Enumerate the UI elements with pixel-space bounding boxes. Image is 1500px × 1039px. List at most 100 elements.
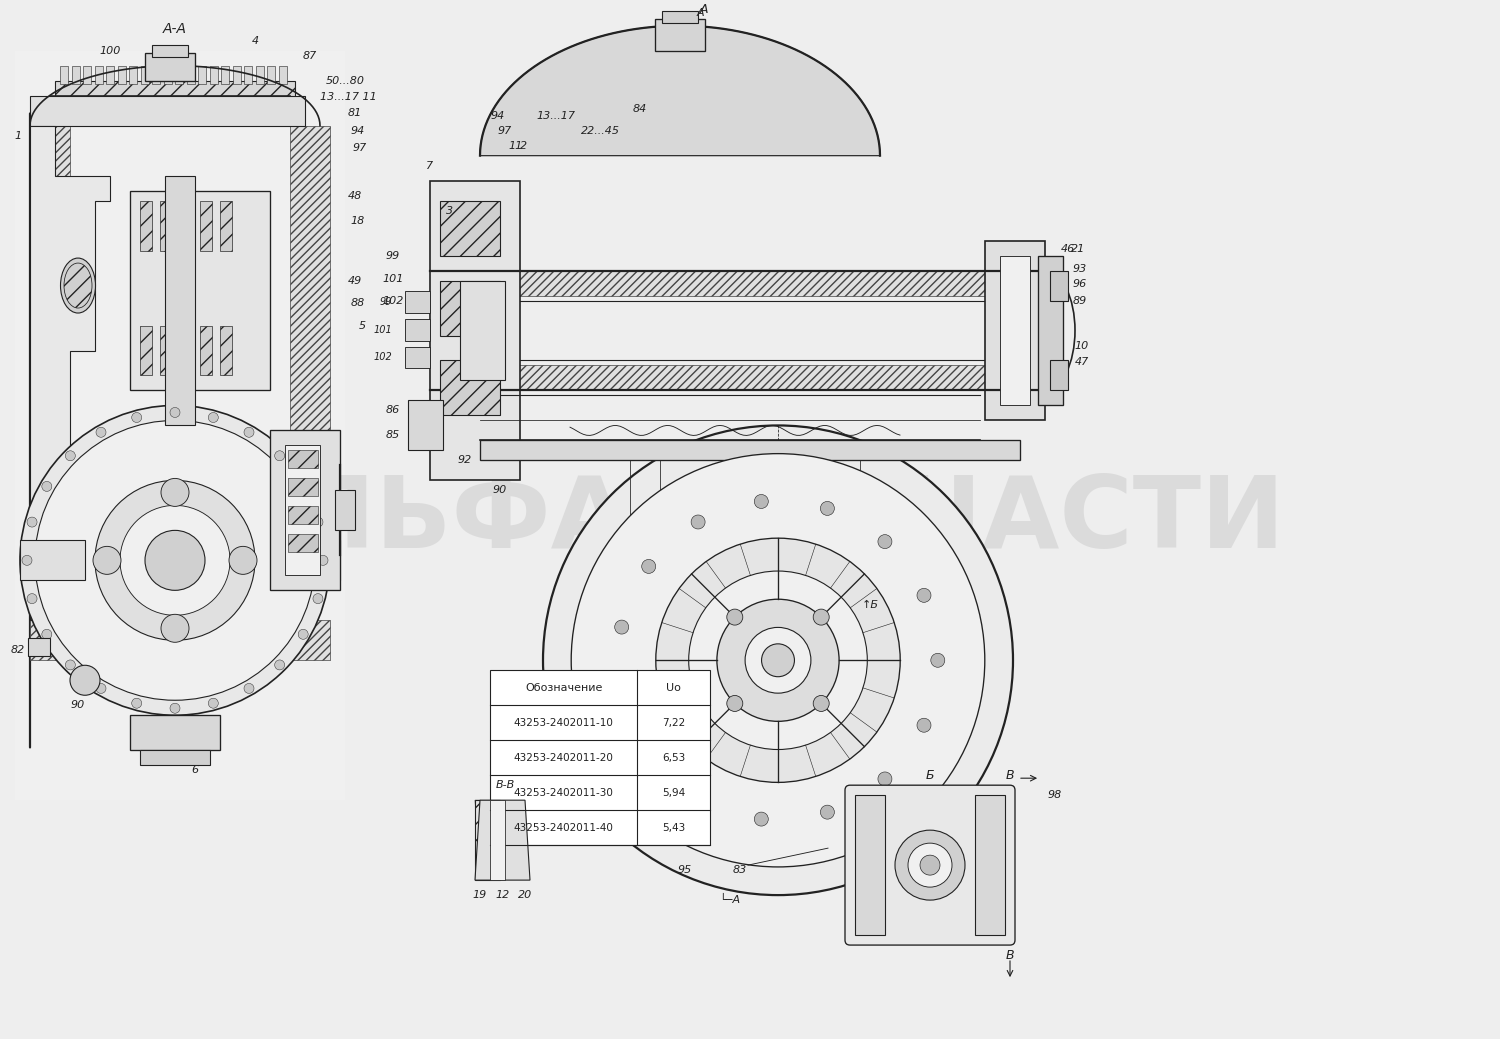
Text: 100: 100 [99, 46, 120, 56]
Bar [408, 400, 442, 451]
Circle shape [878, 772, 892, 785]
Bar [490, 800, 506, 880]
Circle shape [146, 530, 206, 590]
Polygon shape [30, 126, 70, 620]
Polygon shape [30, 126, 109, 620]
Polygon shape [990, 256, 1020, 311]
Text: 46: 46 [1060, 243, 1076, 254]
Bar [656, 19, 705, 51]
Bar [82, 65, 92, 84]
Circle shape [642, 559, 656, 574]
Bar [288, 534, 318, 553]
Bar [440, 201, 500, 256]
Text: Uo: Uo [666, 683, 681, 693]
Bar [440, 361, 500, 416]
Text: 4: 4 [252, 35, 258, 46]
Circle shape [132, 698, 141, 709]
Text: 101: 101 [374, 324, 392, 335]
Bar [129, 65, 136, 84]
Text: 6: 6 [192, 765, 198, 775]
FancyBboxPatch shape [844, 785, 1016, 945]
Circle shape [27, 593, 38, 604]
Bar [334, 490, 356, 530]
Circle shape [572, 454, 986, 867]
Bar [288, 451, 318, 469]
Circle shape [813, 609, 830, 625]
Circle shape [274, 451, 285, 460]
Bar [140, 750, 210, 765]
Text: 92: 92 [458, 455, 472, 465]
Text: А: А [700, 3, 708, 16]
Bar [220, 65, 230, 84]
Circle shape [692, 515, 705, 529]
Text: 43253-2402011-10: 43253-2402011-10 [514, 718, 613, 727]
Bar [176, 65, 183, 84]
Circle shape [34, 421, 315, 700]
Bar [106, 65, 114, 84]
Circle shape [170, 407, 180, 418]
Bar [165, 176, 195, 425]
Circle shape [160, 478, 189, 506]
Text: А-А: А-А [164, 22, 188, 35]
Text: 21: 21 [1071, 243, 1084, 254]
Text: 43253-2402011-30: 43253-2402011-30 [514, 788, 613, 798]
Bar [460, 281, 506, 380]
Bar [480, 441, 1020, 460]
Bar [288, 478, 318, 497]
Bar [130, 715, 220, 750]
Text: 20: 20 [518, 890, 532, 900]
Circle shape [813, 695, 830, 712]
Bar [1000, 256, 1030, 405]
Circle shape [746, 628, 812, 693]
Text: 1: 1 [15, 131, 21, 140]
Text: 86: 86 [386, 405, 400, 416]
Text: В-В: В-В [495, 780, 514, 791]
Bar [164, 65, 171, 84]
Bar [200, 325, 211, 375]
Bar [1050, 361, 1068, 391]
Circle shape [42, 481, 52, 491]
Text: 43253-2402011-40: 43253-2402011-40 [514, 823, 613, 832]
Text: 47: 47 [1076, 357, 1089, 368]
Text: Обозначение: Обозначение [525, 683, 603, 693]
Ellipse shape [60, 258, 96, 313]
Bar [72, 65, 80, 84]
Bar [140, 201, 152, 250]
Circle shape [932, 654, 945, 667]
Bar [56, 81, 296, 115]
Circle shape [692, 792, 705, 805]
Bar [279, 65, 286, 84]
Circle shape [298, 481, 307, 491]
Text: 49: 49 [348, 275, 361, 286]
Bar [200, 201, 211, 250]
Text: 18: 18 [351, 216, 364, 225]
Text: 94: 94 [490, 111, 506, 121]
Text: 50...80: 50...80 [326, 76, 364, 85]
Bar [117, 65, 126, 84]
Text: 94: 94 [351, 126, 364, 136]
Text: 19: 19 [472, 890, 488, 900]
Polygon shape [430, 270, 1050, 295]
Text: 93: 93 [1072, 264, 1088, 273]
Text: 88: 88 [351, 297, 364, 308]
Text: 3: 3 [447, 206, 453, 216]
Text: 5,43: 5,43 [662, 823, 686, 832]
Circle shape [878, 535, 892, 549]
Bar [490, 670, 710, 845]
Text: 11: 11 [509, 140, 524, 151]
Circle shape [728, 695, 742, 712]
Bar [270, 430, 340, 590]
Text: А: А [696, 7, 703, 18]
Bar [430, 181, 520, 480]
Bar [986, 241, 1046, 421]
Text: 43253-2402011-20: 43253-2402011-20 [514, 752, 613, 763]
Bar [220, 325, 232, 375]
Text: 85: 85 [386, 430, 400, 441]
Circle shape [920, 855, 940, 875]
Bar [1038, 256, 1064, 405]
Text: 102: 102 [374, 352, 392, 363]
Text: В: В [1005, 949, 1014, 961]
Circle shape [762, 644, 795, 676]
Bar [180, 201, 192, 250]
Circle shape [22, 556, 32, 565]
